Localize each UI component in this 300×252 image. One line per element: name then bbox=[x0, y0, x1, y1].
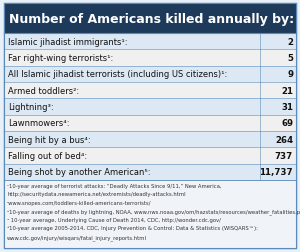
Bar bbox=[4, 67, 296, 83]
Text: Being shot by another American⁵:: Being shot by another American⁵: bbox=[8, 168, 151, 177]
Text: 5: 5 bbox=[287, 54, 293, 63]
Text: Islamic jihadist immigrants¹:: Islamic jihadist immigrants¹: bbox=[8, 38, 127, 46]
Text: 9: 9 bbox=[287, 70, 293, 79]
Text: 31: 31 bbox=[281, 103, 293, 112]
Text: Falling out of bed⁴:: Falling out of bed⁴: bbox=[8, 151, 87, 160]
Bar bbox=[4, 99, 296, 115]
Text: 11,737: 11,737 bbox=[260, 168, 293, 177]
Text: 264: 264 bbox=[275, 135, 293, 144]
Bar bbox=[4, 4, 296, 34]
Text: Lightning³:: Lightning³: bbox=[8, 103, 54, 112]
Bar bbox=[4, 50, 296, 67]
Text: Number of Americans killed annually by:: Number of Americans killed annually by: bbox=[9, 12, 294, 25]
Text: 21: 21 bbox=[281, 86, 293, 95]
Text: http://securitydata.newamerica.net/extremists/deadly-attacks.html: http://securitydata.newamerica.net/extre… bbox=[7, 192, 186, 197]
Bar bbox=[4, 34, 296, 50]
Bar bbox=[4, 115, 296, 132]
Text: ³10-year average of deaths by lightning, NOAA, www.nws.noaa.gov/om/hazstats/reso: ³10-year average of deaths by lightning,… bbox=[7, 209, 300, 214]
Text: Far right-wing terrorists¹:: Far right-wing terrorists¹: bbox=[8, 54, 113, 63]
Text: Being hit by a bus⁴:: Being hit by a bus⁴: bbox=[8, 135, 91, 144]
Text: Lawnmowers⁴:: Lawnmowers⁴: bbox=[8, 119, 70, 128]
Bar bbox=[4, 83, 296, 99]
Text: All Islamic jihadist terrorists (including US citizens)¹:: All Islamic jihadist terrorists (includi… bbox=[8, 70, 227, 79]
Text: 2: 2 bbox=[287, 38, 293, 46]
Text: ²www.snopes.com/toddlers-killed-americans-terrorists/: ²www.snopes.com/toddlers-killed-american… bbox=[7, 200, 152, 205]
Text: 69: 69 bbox=[281, 119, 293, 128]
Text: ¹10-year average of terrorist attacks: “Deadly Attacks Since 9/11,” New America,: ¹10-year average of terrorist attacks: “… bbox=[7, 183, 221, 188]
Bar bbox=[4, 180, 296, 248]
Text: 737: 737 bbox=[275, 151, 293, 160]
Bar bbox=[4, 148, 296, 164]
Text: ⁴ 10-year average, Underlying Cause of Death 2014, CDC, http://wonder.cdc.gov/: ⁴ 10-year average, Underlying Cause of D… bbox=[7, 217, 221, 222]
Bar bbox=[4, 164, 296, 180]
Text: Armed toddlers²:: Armed toddlers²: bbox=[8, 86, 79, 95]
Text: ⁵10-year average 2005-2014, CDC, Injury Prevention & Control: Data & Statistics : ⁵10-year average 2005-2014, CDC, Injury … bbox=[7, 226, 258, 231]
Text: www.cdc.gov/injury/wisqars/fatal_injury_reports.html: www.cdc.gov/injury/wisqars/fatal_injury_… bbox=[7, 234, 147, 240]
Bar bbox=[4, 132, 296, 148]
